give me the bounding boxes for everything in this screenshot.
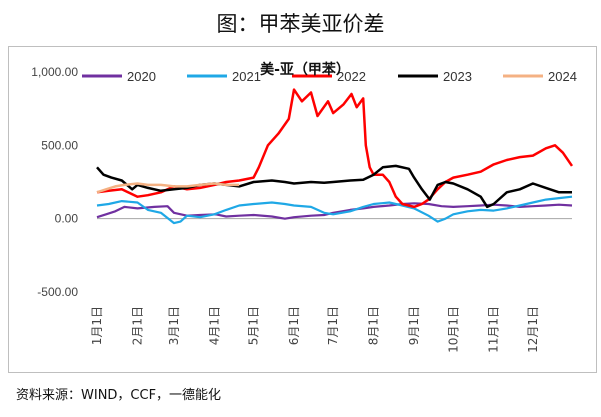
legend-label-2021: 2021 bbox=[232, 69, 261, 84]
x-tick-label: 9月1日 bbox=[407, 306, 421, 345]
y-tick-label: 0.00 bbox=[55, 212, 79, 226]
x-tick-label: 5月1日 bbox=[247, 306, 261, 345]
x-tick-label: 3月1日 bbox=[167, 306, 181, 345]
chart-title: 美-亚（甲苯） bbox=[260, 61, 350, 78]
series-line-2020 bbox=[96, 202, 573, 220]
figure-caption: 图：甲苯美亚价差 bbox=[216, 12, 385, 36]
y-tick-label: 1,000.00 bbox=[31, 65, 78, 79]
legend-label-2020: 2020 bbox=[127, 69, 156, 84]
x-tick-label: 1月1日 bbox=[90, 306, 104, 345]
x-tick-label: 12月1日 bbox=[526, 306, 540, 353]
x-tick-label: 7月1日 bbox=[326, 306, 340, 345]
series-line-2024 bbox=[96, 182, 240, 194]
x-tick-label: 10月1日 bbox=[446, 306, 460, 353]
x-tick-label: 4月1日 bbox=[207, 306, 221, 345]
series-line-2021 bbox=[96, 195, 573, 225]
x-tick-label: 6月1日 bbox=[287, 306, 301, 345]
legend-label-2024: 2024 bbox=[548, 69, 577, 84]
x-tick-label: 8月1日 bbox=[367, 306, 381, 345]
chart-frame bbox=[8, 46, 597, 373]
y-tick-label: 500.00 bbox=[41, 138, 78, 152]
source-note: 资料来源：WIND，CCF，一德能化 bbox=[16, 388, 222, 403]
y-tick-label: -500.00 bbox=[37, 285, 78, 299]
legend-label-2023: 2023 bbox=[443, 69, 472, 84]
x-tick-label: 11月1日 bbox=[487, 306, 501, 353]
legend-label-2022: 2022 bbox=[337, 69, 366, 84]
series-line-2022 bbox=[96, 88, 574, 209]
series-line-2023 bbox=[96, 164, 572, 209]
x-tick-label: 2月1日 bbox=[130, 306, 144, 345]
